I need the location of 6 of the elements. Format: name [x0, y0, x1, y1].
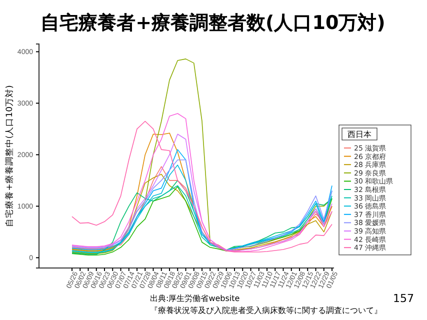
text: 157 [393, 292, 414, 305]
chart-title: 自宅療養者+療養調整者数(人口10万対) [40, 12, 386, 34]
source-note: 出典:厚生労働省website [150, 294, 240, 303]
text: 『療養状況等及び入院患者受入病床数等に関する調査について』 [150, 306, 382, 315]
legend-title: 西日本 [348, 130, 372, 139]
y-axis-title: 自宅療養+療養調整中(人口10万対) [4, 85, 15, 227]
